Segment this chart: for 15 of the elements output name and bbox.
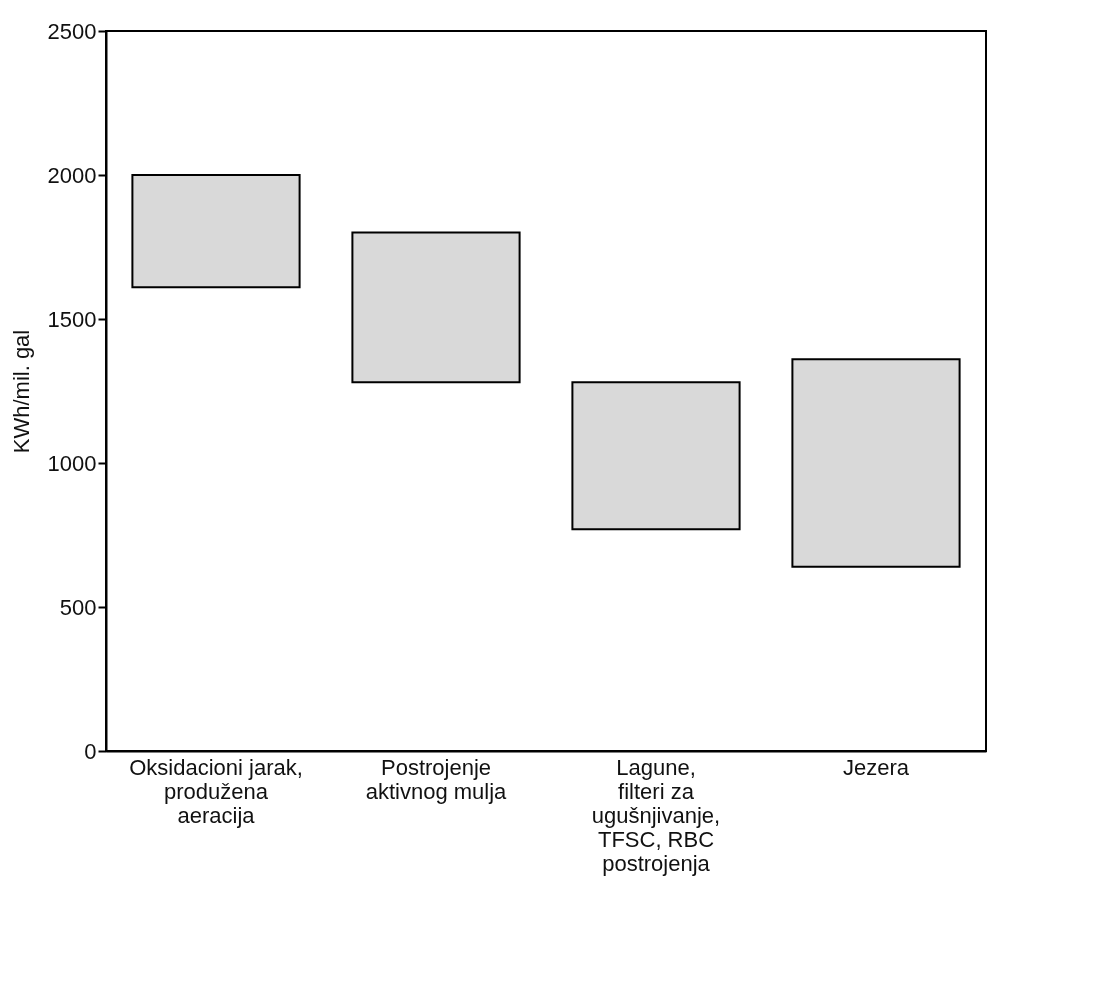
bar [571, 381, 741, 531]
y-tick-label: 0 [84, 738, 97, 764]
x-tick-label: Postrojenje aktivnog mulja [365, 754, 508, 804]
bar [351, 231, 521, 384]
y-axis-title: KWh/mil. gal [8, 329, 34, 454]
x-tick-label: Oksidacioni jarak, produžena aeracija [129, 754, 303, 828]
y-tick-label: 2500 [47, 18, 97, 44]
y-tick-label: 1500 [47, 306, 97, 332]
x-tick-label: Lagune, filteri za ugušnjivanje, TFSC, RBC postrojenja [591, 754, 721, 876]
y-tick-label: 500 [59, 594, 97, 620]
bar [131, 174, 301, 289]
bar [791, 358, 961, 568]
y-tick-label: 1000 [47, 450, 97, 476]
y-tick-label: 2000 [47, 162, 97, 188]
x-tick-label: Jezera [842, 754, 910, 780]
